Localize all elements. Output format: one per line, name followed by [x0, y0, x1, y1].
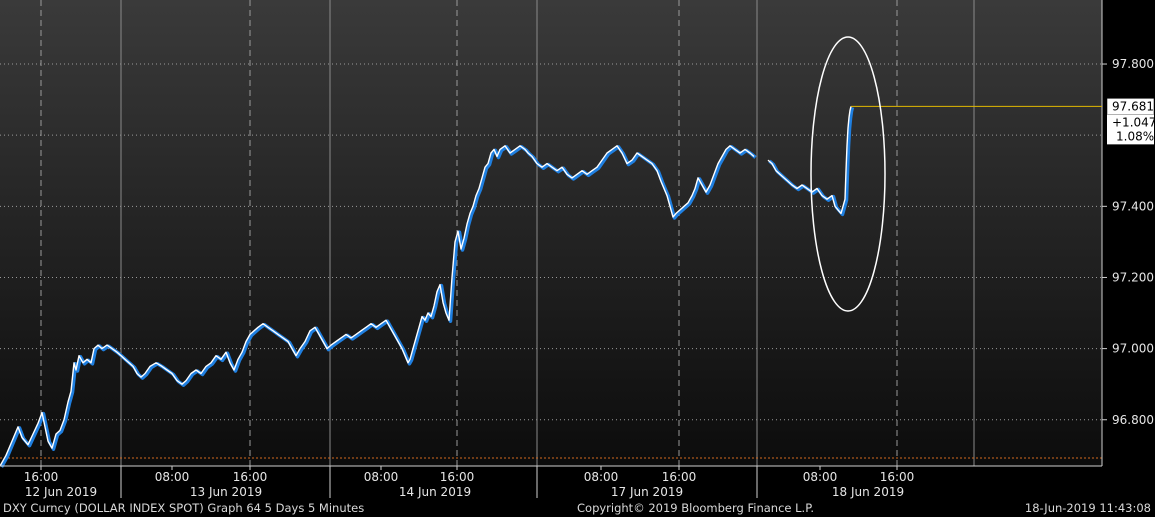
x-tick-label: 16:00 — [24, 470, 59, 484]
x-day-label: 14 Jun 2019 — [399, 485, 471, 499]
axes: 96.800 97.000 97.200 97.400 97.800 16:00 08:00… — [0, 0, 1154, 499]
y-tick-label: 96.800 — [1112, 413, 1154, 427]
price-line — [0, 145, 755, 467]
x-tick-label: 16:00 — [662, 470, 697, 484]
last-value-label: 97.681 — [1112, 99, 1154, 113]
footer-bar: DXY Curncy (DOLLAR INDEX SPOT) Graph 64 … — [0, 500, 1155, 517]
x-day-label: 17 Jun 2019 — [611, 485, 683, 499]
y-tick-label: 97.000 — [1112, 342, 1154, 356]
y-tick-label: 97.800 — [1112, 57, 1154, 71]
x-tick-label: 08:00 — [584, 470, 619, 484]
price-series — [0, 106, 855, 468]
price-line — [767, 106, 852, 215]
footer-copyright: Copyright© 2019 Bloomberg Finance L.P. — [577, 501, 814, 515]
x-tick-label: 16:00 — [440, 470, 475, 484]
change-label: +1.047 — [1112, 115, 1155, 129]
footer-timestamp: 18-Jun-2019 11:43:08 — [1024, 501, 1151, 515]
x-day-label: 18 Jun 2019 — [832, 485, 904, 499]
change-pct-label: 1.08% — [1116, 129, 1154, 143]
change-box — [1107, 114, 1154, 145]
x-tick-label: 08:00 — [803, 470, 838, 484]
x-tick-label: 08:00 — [364, 470, 399, 484]
x-tick-label: 16:00 — [880, 470, 915, 484]
footer-security-info: DXY Curncy (DOLLAR INDEX SPOT) Graph 64 … — [3, 501, 365, 515]
plot-background — [0, 0, 1102, 466]
y-tick-label: 97.400 — [1112, 199, 1154, 213]
y-tick-label: 97.200 — [1112, 270, 1154, 284]
x-tick-label: 08:00 — [155, 470, 190, 484]
x-tick-label: 16:00 — [233, 470, 268, 484]
x-day-label: 12 Jun 2019 — [25, 485, 97, 499]
highlight-ellipse — [810, 36, 886, 312]
x-day-label: 13 Jun 2019 — [190, 485, 262, 499]
